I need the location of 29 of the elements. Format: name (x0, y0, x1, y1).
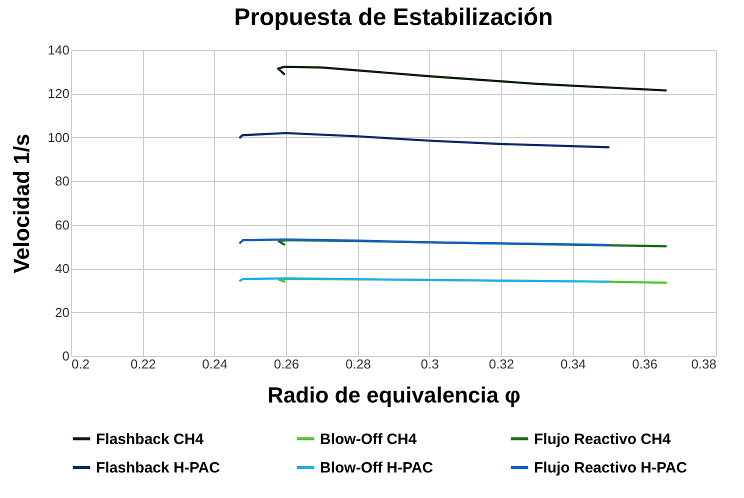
y-tick-label: 20 (55, 304, 70, 320)
x-axis-title: Radio de equivalencia φ (268, 382, 520, 408)
x-tick-label: 0.26 (274, 356, 300, 372)
legend-label: Flashback CH4 (96, 430, 204, 448)
line-series (239, 132, 610, 148)
y-tick-label: 0 (62, 348, 70, 364)
y-tick-label: 60 (55, 217, 70, 232)
y-tick-label: 120 (48, 86, 70, 102)
legend-label: Blow-Off H-PAC (320, 460, 434, 476)
line-series (277, 66, 667, 92)
x-tick-label: 0.2 (72, 356, 90, 372)
y-tick-label: 100 (48, 130, 70, 145)
chart-title: Propuesta de Estabilización (234, 4, 553, 31)
x-tick-label: 0.32 (488, 356, 514, 372)
x-tick-label: 0.38 (691, 356, 716, 372)
legend-label: Flujo Reactivo CH4 (534, 430, 672, 448)
x-tick-label: 0.36 (632, 356, 658, 372)
x-tick-label: 0.28 (346, 356, 371, 372)
x-tick-label: 0.24 (202, 356, 228, 372)
x-tick-label: 0.3 (420, 356, 439, 372)
legend-label: Flashback H-PAC (96, 460, 220, 476)
legend-label: Blow-Off CH4 (320, 430, 418, 448)
y-tick-label: 80 (55, 174, 70, 189)
legend-label: Flujo Reactivo H-PAC (534, 460, 688, 476)
y-axis-title: Velocidad 1/s (8, 134, 34, 274)
y-tick-label: 40 (55, 261, 70, 276)
x-tick-label: 0.22 (130, 356, 156, 372)
y-tick-label: 140 (48, 42, 70, 58)
x-tick-label: 0.34 (560, 356, 586, 372)
